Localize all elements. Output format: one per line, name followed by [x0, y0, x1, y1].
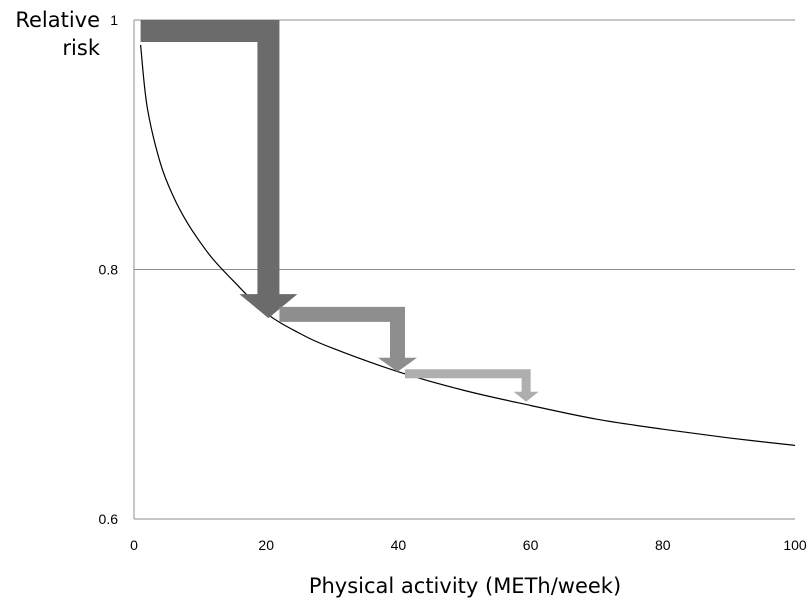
x-axis-label: Physical activity (METh/week): [308, 574, 622, 598]
risk-curve-line: [140, 44, 796, 446]
x-tick-label: 80: [655, 537, 671, 553]
step-arrows: [140, 20, 539, 402]
tick-labels: 0.6 0.8 1 0 20 40 60 80 100: [99, 12, 807, 553]
x-tick-label: 60: [523, 537, 539, 553]
y-tick-label: 1: [110, 12, 118, 28]
x-tick-label: 0: [130, 537, 138, 553]
y-axis-label: Relative risk: [15, 8, 100, 60]
y-tick-label: 0.6: [99, 511, 119, 527]
grid-lines: [134, 19, 795, 270]
x-tick-label: 20: [258, 537, 274, 553]
risk-curve: [140, 44, 796, 446]
y-tick-label: 0.8: [99, 262, 119, 278]
x-tick-label: 40: [391, 537, 407, 553]
step-arrow: [405, 369, 539, 402]
step-arrow: [279, 306, 418, 372]
step-arrow: [140, 20, 298, 319]
axes: [133, 20, 795, 520]
x-tick-label: 100: [783, 537, 807, 553]
